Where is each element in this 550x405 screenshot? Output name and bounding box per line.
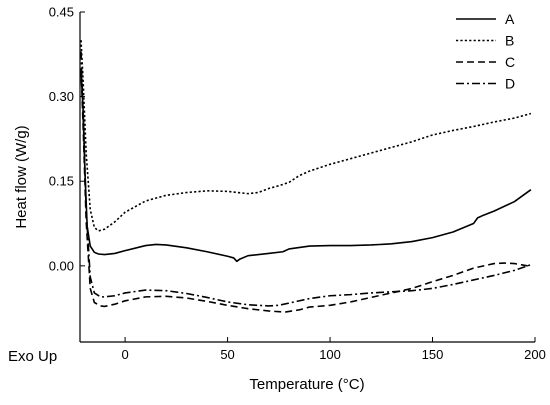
x-axis-title: Temperature (°C) [249, 376, 364, 393]
series-line-b [80, 40, 532, 232]
x-tick-label: 50 [220, 347, 234, 362]
series-line-a [80, 71, 532, 263]
axis-ticks: 0 50 100 150 200 0.00 0.15 0.30 0.45 [49, 5, 546, 363]
legend-label-c: C [505, 54, 515, 70]
x-tick-label: 150 [422, 347, 444, 362]
series-line-d [80, 51, 532, 307]
x-tick-label: 0 [121, 347, 128, 362]
y-tick-label: 0.00 [49, 258, 74, 273]
plot-area [79, 12, 535, 343]
y-tick-label: 0.15 [49, 174, 74, 189]
x-tick-label: 100 [319, 347, 341, 362]
y-axis-title: Heat flow (W/g) [13, 125, 30, 228]
legend-label-d: D [505, 76, 515, 92]
series-layer [80, 40, 532, 313]
legend-label-b: B [505, 33, 514, 49]
exo-up-annotation: Exo Up [8, 348, 57, 365]
legend-label-a: A [505, 11, 515, 27]
series-line-c [80, 68, 532, 313]
x-tick-label: 200 [524, 347, 546, 362]
y-tick-label: 0.30 [49, 89, 74, 104]
y-tick-label: 0.45 [49, 5, 74, 20]
